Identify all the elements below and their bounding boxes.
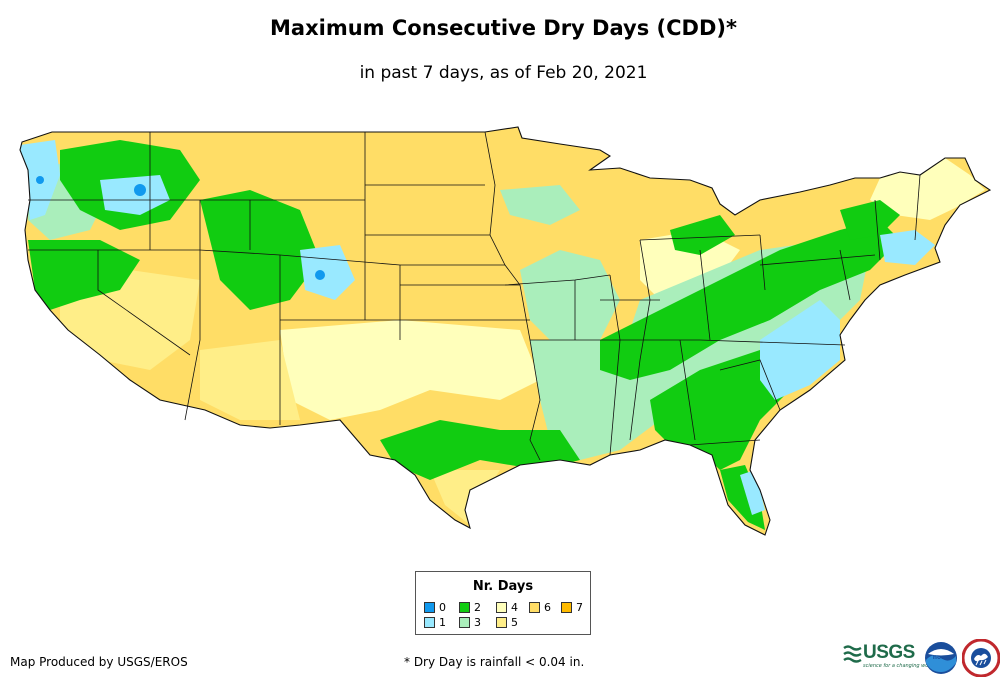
map-credit: Map Produced by USGS/EROS (10, 655, 188, 669)
map-title: Maximum Consecutive Dry Days (CDD)* (270, 16, 737, 40)
legend-swatch-4 (496, 602, 507, 613)
legend-label-3: 3 (474, 616, 481, 629)
nws-logo (962, 639, 1000, 677)
zone-0-spot-idaho (134, 184, 146, 196)
zone-3-upper-midwest (500, 185, 580, 225)
legend: Nr. Days 0 1 2 3 4 5 6 7 (415, 571, 591, 635)
zone-0-spot-washington (36, 176, 44, 184)
noaa-logo-text: noaa (933, 654, 950, 661)
legend-label-0: 0 (439, 601, 446, 614)
legend-swatch-3 (459, 617, 470, 628)
state-boundaries (19, 126, 992, 536)
legend-label-7: 7 (576, 601, 583, 614)
legend-label-2: 2 (474, 601, 481, 614)
usgs-wordmark: USGS (863, 642, 915, 663)
noaa-logo: noaa (925, 642, 957, 674)
legend-label-5: 5 (511, 616, 518, 629)
map-subtitle: in past 7 days, as of Feb 20, 2021 (359, 63, 648, 83)
usgs-logo: USGS science for a changing world (843, 642, 935, 672)
zone-5-arizona (200, 340, 300, 420)
zone-4-maine (870, 158, 985, 220)
zone-1-colorado (300, 245, 355, 300)
zone-2-new-england (840, 200, 900, 240)
legend-label-1: 1 (439, 616, 446, 629)
legend-swatch-2 (459, 602, 470, 613)
usgs-wave-icon (843, 645, 862, 663)
legend-swatch-5 (496, 617, 507, 628)
zone-1-idaho (100, 175, 170, 215)
legend-swatch-7 (561, 602, 572, 613)
zone-2-rockies (200, 190, 320, 310)
legend-swatch-6 (529, 602, 540, 613)
legend-swatch-1 (424, 617, 435, 628)
zone-1-carolinas (760, 300, 840, 400)
zone-4-southern-plains (280, 320, 540, 420)
legend-swatch-0 (424, 602, 435, 613)
zone-2-michigan (670, 215, 735, 255)
zone-2-northern-california (28, 240, 140, 310)
zone-0-spot-colorado (315, 270, 325, 280)
usgs-tagline: science for a changing world (863, 663, 935, 669)
legend-label-6: 6 (544, 601, 551, 614)
zone-1-east-florida (740, 470, 765, 515)
zone-3-midwest (520, 250, 620, 350)
legend-label-4: 4 (511, 601, 518, 614)
dry-days-zones (20, 127, 990, 535)
footnote: * Dry Day is rainfall < 0.04 in. (404, 655, 585, 669)
legend-title: Nr. Days (472, 579, 534, 594)
zone-1-southern-new-england (880, 230, 935, 265)
